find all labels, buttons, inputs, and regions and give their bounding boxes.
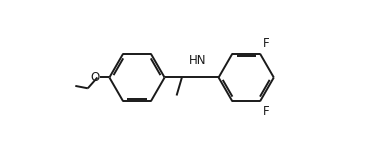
Text: F: F: [262, 37, 269, 50]
Text: O: O: [90, 71, 100, 84]
Text: HN: HN: [189, 54, 206, 67]
Text: F: F: [262, 105, 269, 118]
